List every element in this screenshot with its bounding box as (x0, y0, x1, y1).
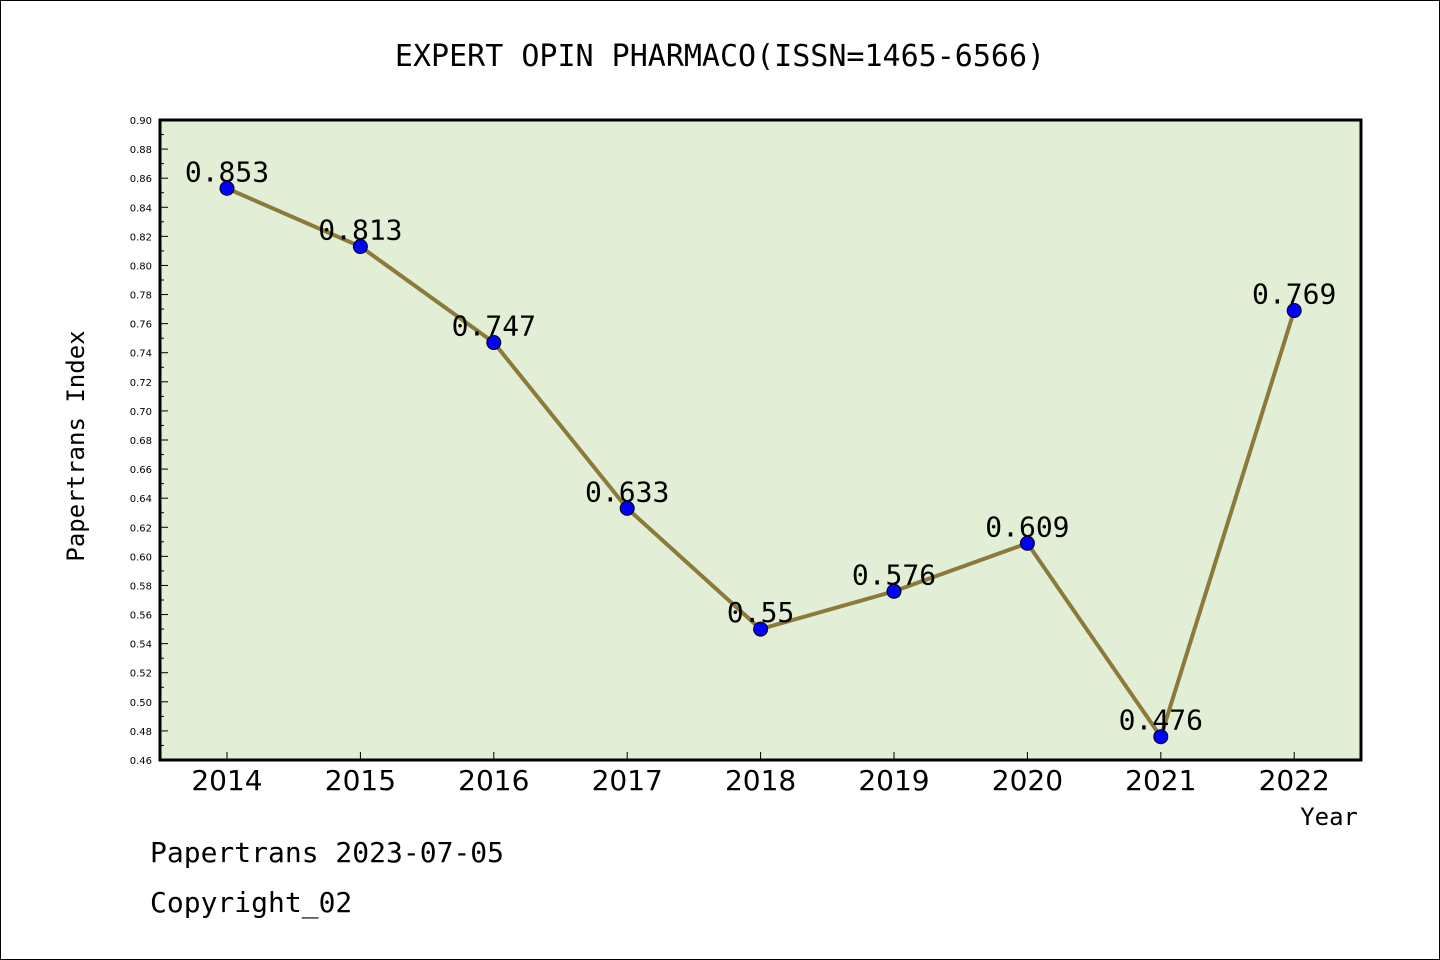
y-tick-label: 0.68 (130, 436, 152, 447)
y-tick-label: 0.58 (130, 581, 152, 592)
x-tick-label: 2022 (1259, 764, 1330, 797)
x-axis: 2014 2015 2016 2017 2018 2019 2020 2021 2022 (191, 752, 1330, 797)
data-label: 0.476 (1119, 704, 1203, 737)
x-axis-title: Year (1300, 803, 1358, 831)
y-tick-label: 0.48 (130, 727, 152, 738)
y-tick-label: 0.70 (130, 407, 152, 418)
y-tick-label: 0.80 (130, 261, 152, 272)
x-tick-label: 2015 (325, 764, 396, 797)
data-label: 0.55 (727, 596, 794, 629)
footer-copyright-text: Copyright_02 (150, 886, 353, 919)
x-tick-label: 2018 (725, 764, 796, 797)
y-tick-label: 0.60 (130, 552, 152, 563)
y-tick-label: 0.74 (130, 349, 152, 360)
data-point (886, 583, 902, 599)
y-tick-label: 0.46 (130, 756, 152, 767)
y-tick-label: 0.86 (130, 174, 152, 185)
data-point (1286, 303, 1302, 319)
markers (219, 180, 1302, 745)
data-point (219, 180, 235, 196)
data-label: 0.576 (852, 558, 936, 591)
y-tick-label: 0.78 (130, 291, 152, 302)
y-tick-label: 0.64 (130, 494, 152, 505)
data-label: 0.813 (318, 214, 402, 247)
y-tick-label: 0.72 (130, 378, 152, 389)
y-tick-label: 0.52 (130, 669, 152, 680)
x-tick-label: 2016 (458, 764, 529, 797)
y-tick-label: 0.84 (130, 203, 152, 214)
data-point (1019, 535, 1035, 551)
data-point (1153, 729, 1169, 745)
y-tick-label: 0.90 (130, 116, 152, 127)
y-axis: 0.46 0.48 0.50 0.52 0.54 0.56 0.58 0.60 0.62 0.64… (130, 116, 168, 767)
data-point (753, 621, 769, 637)
plot-border (158, 118, 1363, 762)
data-label: 0.609 (985, 510, 1069, 543)
x-tick-label: 2017 (592, 764, 663, 797)
data-point (352, 239, 368, 255)
y-axis-title: Papertrans Index (62, 330, 90, 561)
x-tick-label: 2014 (191, 764, 262, 797)
data-label: 0.853 (185, 155, 269, 188)
y-tick-label: 0.66 (130, 465, 152, 476)
y-tick-label: 0.76 (130, 320, 152, 331)
plot-area (160, 120, 1361, 760)
data-label: 0.769 (1252, 278, 1336, 311)
data-label: 0.747 (452, 310, 536, 343)
y-tick-label: 0.54 (130, 640, 152, 651)
y-tick-label: 0.88 (130, 145, 152, 156)
x-tick-label: 2019 (858, 764, 929, 797)
y-tick-label: 0.82 (130, 232, 152, 243)
y-tick-label: 0.62 (130, 523, 152, 534)
y-tick-label: 0.50 (130, 698, 152, 709)
data-label: 0.633 (585, 475, 669, 508)
y-tick-label: 0.56 (130, 611, 152, 622)
x-tick-label: 2021 (1125, 764, 1196, 797)
data-labels: 0.853 0.813 0.747 0.633 0.55 0.576 0.609 0.476 0… (185, 155, 1336, 736)
x-tick-label: 2020 (992, 764, 1063, 797)
chart-title: EXPERT OPIN PHARMACO(ISSN=1465-6566) (395, 39, 1045, 74)
footer-date-text: Papertrans 2023-07-05 (150, 836, 505, 869)
data-point (619, 500, 635, 516)
data-point (486, 335, 502, 351)
